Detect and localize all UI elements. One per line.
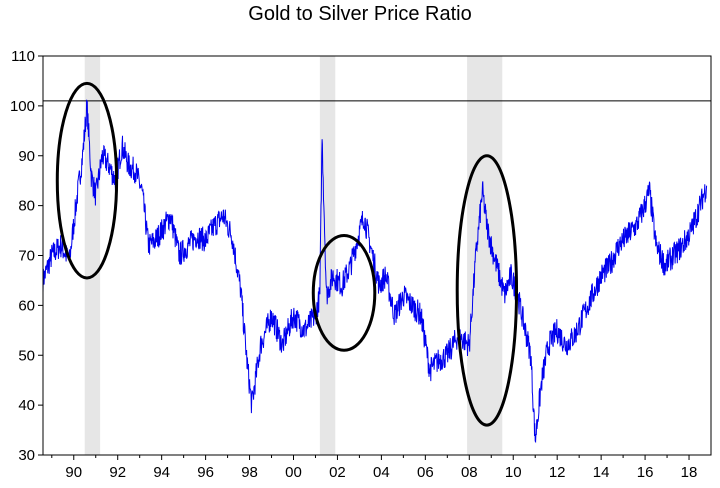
shaded-period-0 [84,56,101,455]
x-tick-label-08: 08 [461,464,478,481]
y-tick-label-50: 50 [18,347,35,364]
highlight-ellipse-0 [55,81,119,280]
y-tick-label-70: 70 [18,248,35,265]
y-tick-label-60: 60 [18,297,35,314]
highlight-ellipse-1 [311,234,377,352]
x-tick-label-96: 96 [197,464,214,481]
x-tick-label-92: 92 [109,464,126,481]
plot-frame [42,55,712,456]
x-tick-label-90: 90 [65,464,82,481]
x-tick-label-16: 16 [637,464,654,481]
x-tick-label-06: 06 [417,464,434,481]
y-tick-label-30: 30 [18,447,35,464]
chart-title: Gold to Silver Price Ratio [248,3,472,25]
shaded-period-2 [467,56,503,455]
x-tick-label-94: 94 [153,464,170,481]
x-tick-label-14: 14 [593,464,610,481]
x-tick-label-02: 02 [329,464,346,481]
x-tick-label-18: 18 [681,464,698,481]
y-tick-label-40: 40 [18,397,35,414]
x-tick-label-98: 98 [241,464,258,481]
y-tick-label-100: 100 [10,98,35,115]
shaded-period-1 [319,56,336,455]
x-tick-label-00: 00 [285,464,302,481]
x-tick-label-04: 04 [373,464,390,481]
y-tick-label-80: 80 [18,198,35,215]
y-tick-label-110: 110 [11,48,35,65]
x-tick-label-10: 10 [505,464,522,481]
x-tick-label-12: 12 [549,464,566,481]
y-tick-label-90: 90 [18,148,35,165]
highlight-ellipse-2 [455,154,519,427]
series-line [42,99,708,444]
